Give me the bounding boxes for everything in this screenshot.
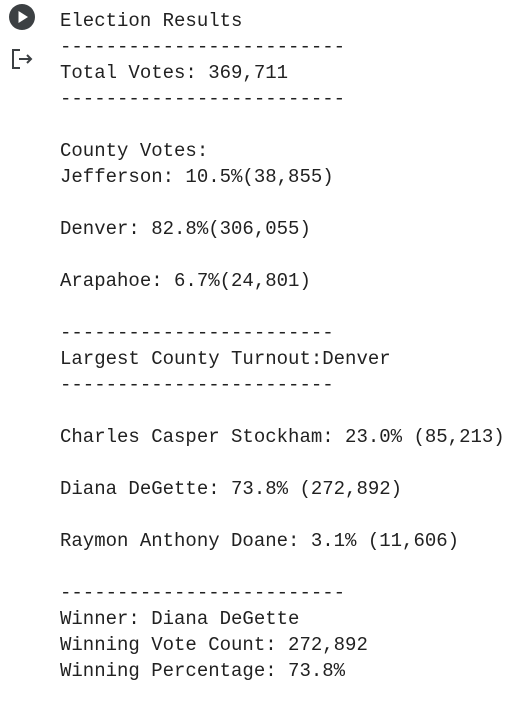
output-icon-frame[interactable] bbox=[12, 49, 20, 69]
output-block: ------------------------- Winner: Diana D… bbox=[60, 580, 526, 684]
output-block: Charles Casper Stockham: 23.0% (85,213) bbox=[60, 424, 526, 450]
run-button-triangle[interactable] bbox=[18, 11, 29, 23]
output-line: Raymon Anthony Doane: 3.1% (11,606) bbox=[60, 530, 460, 552]
output-line: Largest County Turnout:Denver bbox=[60, 348, 391, 370]
run-button[interactable] bbox=[8, 3, 36, 31]
cell-output: Election Results ------------------------… bbox=[60, 8, 526, 710]
output-line: ------------------------ bbox=[60, 374, 334, 396]
output-block: ------------------------ Largest County T… bbox=[60, 320, 526, 398]
output-line: Charles Casper Stockham: 23.0% (85,213) bbox=[60, 426, 505, 448]
output-block: Diana DeGette: 73.8% (272,892) bbox=[60, 476, 526, 502]
output-line: Winning Percentage: 73.8% bbox=[60, 660, 346, 682]
output-line: ------------------------- bbox=[60, 582, 346, 604]
output-line: ------------------------ bbox=[60, 322, 334, 344]
output-line: ------------------------- bbox=[60, 36, 346, 58]
output-icon[interactable] bbox=[10, 47, 36, 71]
output-block: Arapahoe: 6.7%(24,801) bbox=[60, 268, 526, 294]
output-line: Denver: 82.8%(306,055) bbox=[60, 218, 311, 240]
output-line: Arapahoe: 6.7%(24,801) bbox=[60, 270, 311, 292]
notebook-cell: {"output": {"blocks": [ ["Election Resul… bbox=[8, 3, 505, 682]
output-line: Diana DeGette: 73.8% (272,892) bbox=[60, 478, 403, 500]
output-block: County Votes: Jefferson: 10.5%(38,855) bbox=[60, 138, 526, 190]
output-line: Winner: Diana DeGette bbox=[60, 608, 300, 630]
output-block: Raymon Anthony Doane: 3.1% (11,606) bbox=[60, 528, 526, 554]
output-line: ------------------------- bbox=[60, 88, 346, 110]
output-line: Winning Vote Count: 272,892 bbox=[60, 634, 368, 656]
output-line: Election Results bbox=[60, 10, 243, 32]
output-line: County Votes: bbox=[60, 140, 209, 162]
output-icon-arrow[interactable] bbox=[19, 54, 33, 64]
output-block: Denver: 82.8%(306,055) bbox=[60, 216, 526, 242]
output-line: Jefferson: 10.5%(38,855) bbox=[60, 166, 334, 188]
output-line: Total Votes: 369,711 bbox=[60, 62, 289, 84]
output-block: Election Results ------------------------… bbox=[60, 8, 526, 112]
